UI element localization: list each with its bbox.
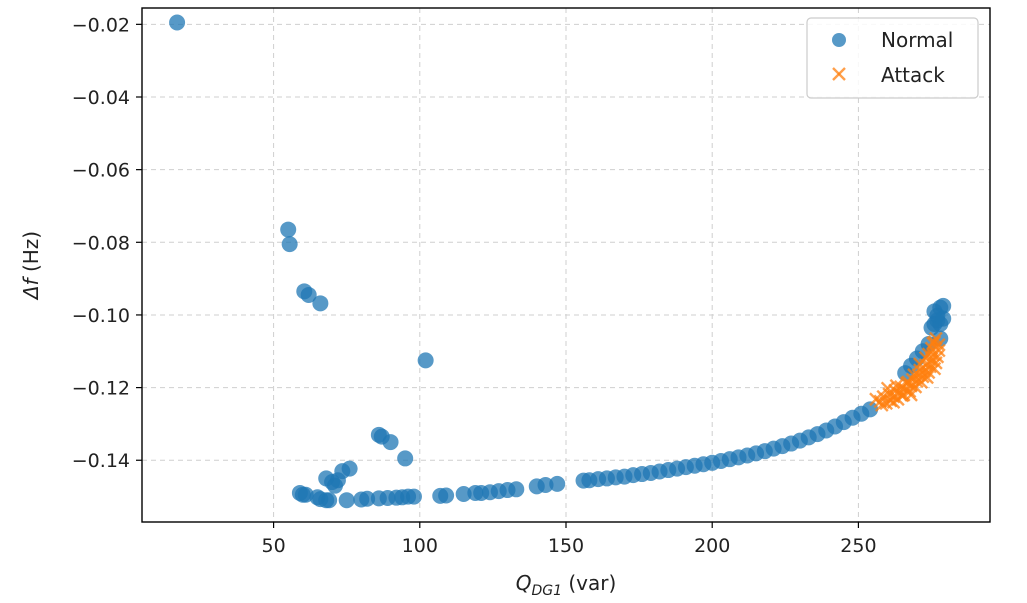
data-point-normal [935, 297, 952, 314]
x-tick-label: 150 [548, 535, 584, 557]
y-tick-label: −0.14 [72, 450, 130, 472]
data-point-attack [904, 388, 918, 402]
data-point-attack [889, 378, 904, 393]
data-point-normal [338, 492, 355, 509]
y-axis-label-main: Δf [19, 275, 43, 301]
data-point-normal [280, 221, 297, 238]
data-point-normal [537, 476, 554, 493]
data-point-normal [455, 486, 472, 503]
legend-box [806, 17, 979, 99]
data-point-normal [405, 488, 422, 505]
x-axis-label: QDG1 (var) [516, 571, 617, 599]
data-point-normal [326, 477, 343, 494]
data-point-normal [169, 14, 186, 31]
series-attack [869, 331, 946, 412]
y-axis-label: Δf (Hz) [19, 231, 43, 301]
x-axis-label-subscript: DG1 [531, 583, 562, 599]
data-point-normal [935, 310, 952, 327]
legend-label-normal: Normal [881, 28, 953, 52]
y-axis-label-unit: (Hz) [19, 231, 43, 279]
y-axis-ticks: −0.02 −0.04 −0.06 −0.08 −0.10 −0.12 −0.14 [72, 14, 142, 472]
y-tick-label: −0.08 [72, 232, 130, 254]
legend-marker-attack [832, 67, 846, 81]
y-tick-label: −0.10 [72, 305, 130, 327]
x-axis-label-main: Q [516, 571, 532, 595]
data-point-attack [918, 350, 933, 365]
x-tick-label: 50 [261, 535, 285, 557]
x-axis-label-unit: (var) [562, 571, 616, 595]
data-point-normal [312, 295, 329, 312]
data-point-attack [886, 395, 901, 409]
x-axis-ticks: 50 100 150 200 250 [261, 522, 877, 557]
data-point-attack [907, 368, 921, 382]
x-tick-label: 250 [840, 535, 876, 557]
data-point-normal [300, 286, 317, 303]
data-point-normal [549, 475, 566, 492]
data-point-normal [281, 236, 298, 253]
data-point-normal [862, 401, 879, 418]
data-point-normal [382, 434, 399, 451]
y-tick-label: −0.12 [72, 378, 130, 400]
x-tick-label: 100 [402, 535, 438, 557]
data-point-attack [926, 336, 940, 351]
data-point-attack [874, 398, 889, 412]
data-point-attack [880, 381, 895, 396]
y-tick-label: −0.02 [72, 14, 130, 36]
x-tick-label: 200 [694, 535, 730, 557]
legend-label-attack: Attack [881, 63, 945, 87]
legend-marker-normal [832, 33, 846, 47]
data-point-normal [359, 490, 376, 507]
data-point-normal [417, 352, 434, 369]
data-point-normal [508, 481, 525, 498]
y-tick-label: −0.04 [72, 87, 130, 109]
legend: Normal Attack [806, 17, 979, 99]
data-point-normal [438, 487, 455, 504]
data-point-normal [397, 450, 414, 467]
data-point-normal [321, 492, 338, 509]
y-tick-label: −0.06 [72, 160, 130, 182]
